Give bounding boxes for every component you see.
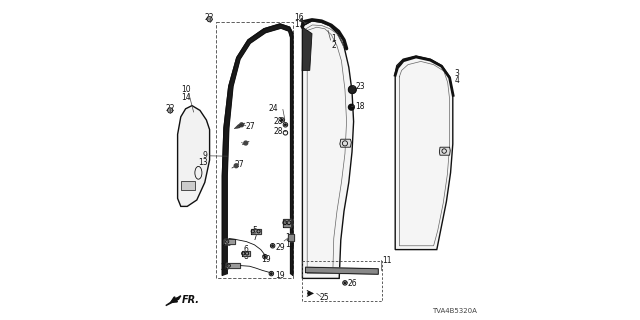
Text: 25: 25 <box>320 293 330 302</box>
Text: 6: 6 <box>243 245 248 254</box>
Text: 7: 7 <box>252 233 257 242</box>
Text: 14: 14 <box>180 93 191 102</box>
Text: 27: 27 <box>234 160 244 169</box>
Polygon shape <box>242 251 250 256</box>
Bar <box>181 181 195 190</box>
Polygon shape <box>166 296 181 306</box>
Text: 3: 3 <box>454 69 460 78</box>
Text: TVA4B5320A: TVA4B5320A <box>432 308 477 314</box>
Polygon shape <box>251 229 261 234</box>
Text: 2: 2 <box>332 41 336 50</box>
Text: 19: 19 <box>275 271 285 280</box>
Polygon shape <box>440 147 451 155</box>
Circle shape <box>271 273 273 275</box>
Text: FR.: FR. <box>182 295 200 305</box>
Circle shape <box>244 141 248 145</box>
Polygon shape <box>302 27 312 70</box>
Text: 13: 13 <box>198 158 207 167</box>
Circle shape <box>349 86 356 93</box>
Polygon shape <box>223 24 292 275</box>
Text: 29: 29 <box>275 244 285 252</box>
Text: 20: 20 <box>222 239 232 248</box>
Text: 1: 1 <box>332 34 336 43</box>
Text: 19: 19 <box>260 255 271 264</box>
Text: 20: 20 <box>221 263 230 272</box>
Circle shape <box>344 282 346 284</box>
Circle shape <box>285 124 287 126</box>
Text: 9: 9 <box>202 151 207 160</box>
Circle shape <box>308 292 310 295</box>
Text: 8: 8 <box>243 252 248 261</box>
Text: 10: 10 <box>180 85 191 94</box>
Polygon shape <box>226 263 240 268</box>
Polygon shape <box>396 56 453 250</box>
Circle shape <box>234 164 238 168</box>
Text: 11: 11 <box>383 256 392 265</box>
Polygon shape <box>224 239 236 244</box>
Circle shape <box>209 18 211 20</box>
Text: 22: 22 <box>205 13 214 22</box>
Polygon shape <box>302 21 354 278</box>
Circle shape <box>269 271 274 276</box>
Circle shape <box>343 281 347 285</box>
Circle shape <box>264 256 266 258</box>
Circle shape <box>169 109 172 112</box>
Text: 16: 16 <box>294 13 304 22</box>
Text: 28: 28 <box>274 127 283 136</box>
Text: 18: 18 <box>355 102 365 111</box>
Circle shape <box>282 119 283 121</box>
Circle shape <box>270 244 275 248</box>
Polygon shape <box>288 234 294 241</box>
Text: 23: 23 <box>355 82 365 91</box>
Text: 4: 4 <box>454 76 460 85</box>
Polygon shape <box>340 139 351 147</box>
Polygon shape <box>306 267 378 274</box>
Text: 15: 15 <box>285 240 294 249</box>
FancyArrow shape <box>234 124 243 129</box>
Text: 28: 28 <box>274 117 283 126</box>
Polygon shape <box>178 106 210 206</box>
Text: 5: 5 <box>252 226 257 235</box>
Circle shape <box>168 108 173 113</box>
Polygon shape <box>283 219 291 227</box>
Text: 22: 22 <box>166 104 175 113</box>
Circle shape <box>272 245 274 247</box>
Circle shape <box>349 104 355 110</box>
Text: 17: 17 <box>294 20 304 29</box>
Text: 27: 27 <box>246 122 255 131</box>
Text: 12: 12 <box>285 233 294 242</box>
Text: 21: 21 <box>285 220 294 228</box>
Text: 26: 26 <box>347 279 357 288</box>
Circle shape <box>207 17 212 22</box>
Circle shape <box>240 123 243 127</box>
Text: 24: 24 <box>269 104 278 113</box>
